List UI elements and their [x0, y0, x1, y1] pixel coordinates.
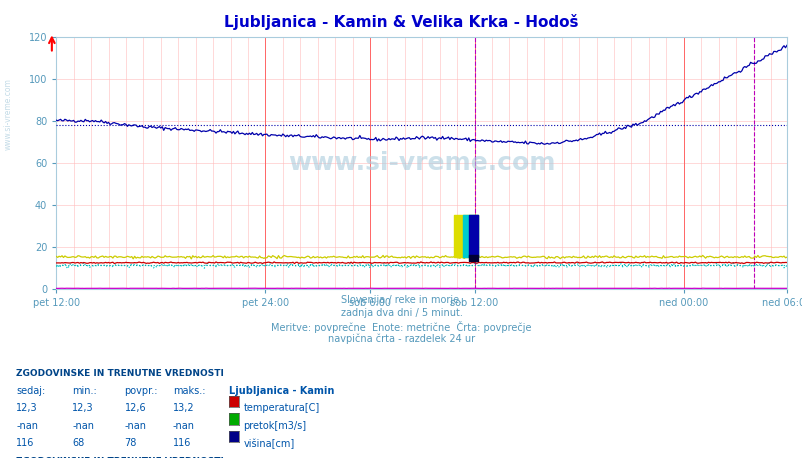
Text: -nan: -nan — [16, 421, 38, 431]
Text: 12,3: 12,3 — [16, 403, 38, 414]
Text: www.si-vreme.com: www.si-vreme.com — [3, 79, 13, 150]
Text: sedaj:: sedaj: — [16, 386, 45, 396]
Text: -nan: -nan — [172, 421, 194, 431]
Text: navpična črta - razdelek 24 ur: navpična črta - razdelek 24 ur — [327, 334, 475, 344]
Text: 12,3: 12,3 — [72, 403, 94, 414]
Text: min.:: min.: — [72, 386, 97, 396]
Text: 12,6: 12,6 — [124, 403, 146, 414]
Text: zadnja dva dni / 5 minut.: zadnja dva dni / 5 minut. — [340, 308, 462, 318]
Text: ZGODOVINSKE IN TRENUTNE VREDNOSTI: ZGODOVINSKE IN TRENUTNE VREDNOSTI — [16, 369, 224, 378]
Text: temperatura[C]: temperatura[C] — [243, 403, 319, 414]
Text: Slovenija / reke in morje.: Slovenija / reke in morje. — [341, 295, 461, 305]
Text: 116: 116 — [16, 438, 34, 448]
Text: Ljubljanica - Kamin & Velika Krka - Hodoš: Ljubljanica - Kamin & Velika Krka - Hodo… — [224, 14, 578, 30]
Text: maks.:: maks.: — [172, 386, 205, 396]
Text: www.si-vreme.com: www.si-vreme.com — [287, 151, 555, 174]
Text: Ljubljanica - Kamin: Ljubljanica - Kamin — [229, 386, 334, 396]
Text: -nan: -nan — [124, 421, 146, 431]
Text: višina[cm]: višina[cm] — [243, 438, 294, 449]
Text: 78: 78 — [124, 438, 136, 448]
Text: 13,2: 13,2 — [172, 403, 194, 414]
Text: -nan: -nan — [72, 421, 94, 431]
Text: 68: 68 — [72, 438, 84, 448]
Text: Meritve: povprečne  Enote: metrične  Črta: povprečje: Meritve: povprečne Enote: metrične Črta:… — [271, 321, 531, 333]
Text: ZGODOVINSKE IN TRENUTNE VREDNOSTI: ZGODOVINSKE IN TRENUTNE VREDNOSTI — [16, 457, 224, 458]
Text: pretok[m3/s]: pretok[m3/s] — [243, 421, 306, 431]
Text: povpr.:: povpr.: — [124, 386, 158, 396]
Text: 116: 116 — [172, 438, 191, 448]
